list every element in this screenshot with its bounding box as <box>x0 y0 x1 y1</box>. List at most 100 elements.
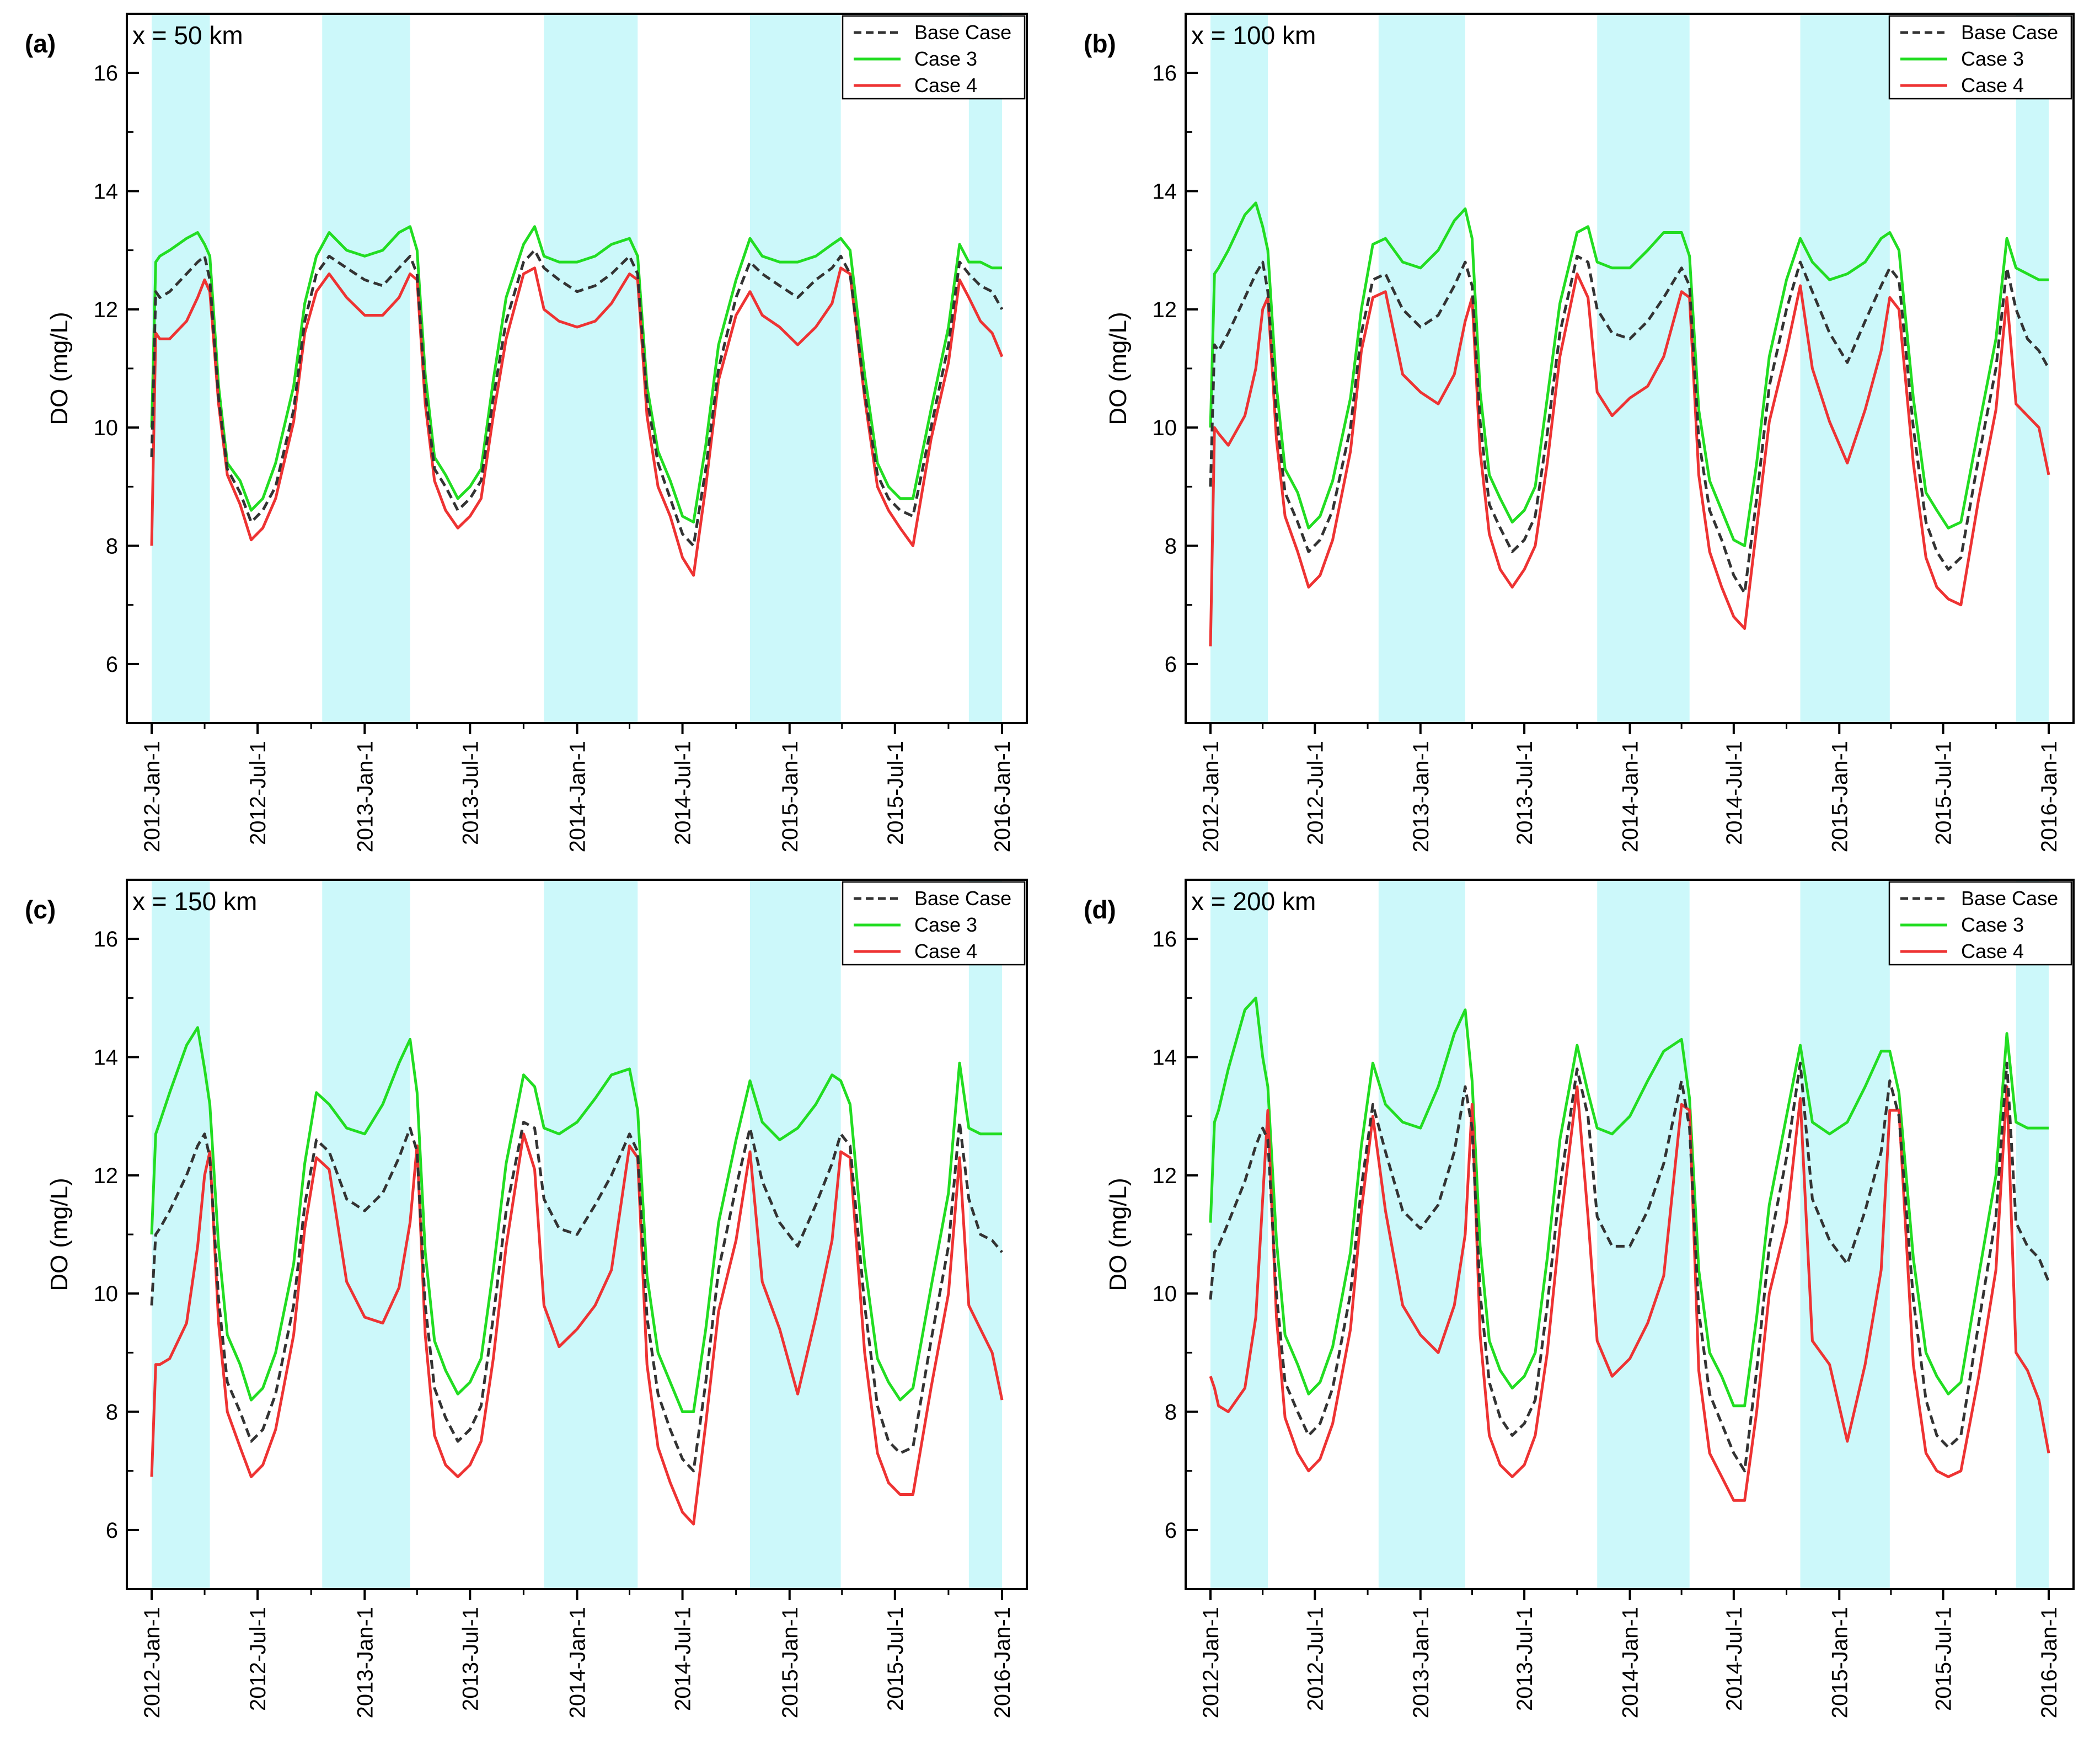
panel-letter: (c) <box>25 895 56 924</box>
legend-label: Case 3 <box>914 47 977 70</box>
series-line-case-3 <box>150 225 1002 524</box>
x-tick-label: 2015-Jul-1 <box>1932 1607 1956 1711</box>
legend-label: Base Case <box>1961 21 2058 44</box>
series-line-case-4 <box>1209 272 2050 646</box>
x-tick-label: 2014-Jul-1 <box>1722 1607 1747 1711</box>
legend-label: Base Case <box>914 887 1011 910</box>
location-label: x = 200 km <box>1191 887 1316 916</box>
panel-letter: (d) <box>1084 895 1116 924</box>
y-tick-label: 16 <box>1153 927 1177 951</box>
x-tick-label: 2012-Jul-1 <box>1303 1607 1327 1711</box>
panel-letter: (b) <box>1084 29 1116 58</box>
x-tick-label: 2013-Jan-1 <box>1409 741 1433 852</box>
x-tick-label: 2015-Jan-1 <box>778 741 802 852</box>
x-tick-label: 2015-Jan-1 <box>1828 1607 1852 1718</box>
x-tick-label: 2016-Jan-1 <box>2037 1607 2061 1718</box>
x-tick-label: 2014-Jan-1 <box>1619 741 1643 852</box>
x-tick-label: 2015-Jan-1 <box>1828 741 1852 852</box>
legend: Base Case Case 3 Case 4 <box>842 881 1026 966</box>
legend: Base Case Case 3 Case 4 <box>1888 881 2072 966</box>
x-tick-label: 2013-Jan-1 <box>353 741 377 852</box>
shaded-period <box>152 14 210 723</box>
panel-letter: (a) <box>25 29 56 58</box>
x-tick-label: 2015-Jul-1 <box>1932 741 1956 845</box>
location-label: x = 100 km <box>1191 21 1316 50</box>
shaded-period <box>1210 880 1268 1589</box>
series-line-case-3 <box>150 1026 1002 1413</box>
shaded-period <box>544 880 638 1589</box>
y-axis-title: DO (mg/L) <box>1105 312 1132 425</box>
series-line-base-case <box>150 1120 1003 1473</box>
x-tick-label: 2012-Jul-1 <box>246 741 270 845</box>
shaded-period <box>968 880 1002 1589</box>
x-tick-label: 2012-Jan-1 <box>1199 741 1223 852</box>
y-tick-label: 16 <box>94 61 119 85</box>
y-tick-label: 14 <box>94 1046 119 1070</box>
shaded-period <box>749 880 841 1589</box>
shaded-period <box>1378 880 1465 1589</box>
legend-label: Base Case <box>914 21 1011 44</box>
series-line-case-4 <box>1209 1085 2050 1502</box>
series-line-case-4 <box>150 1132 1004 1526</box>
x-tick-label: 2012-Jul-1 <box>246 1607 270 1711</box>
x-tick-label: 2013-Jul-1 <box>458 741 483 845</box>
x-tick-label: 2014-Jan-1 <box>566 1607 590 1718</box>
x-tick-label: 2016-Jan-1 <box>990 741 1015 852</box>
shaded-period <box>749 14 841 723</box>
location-label: x = 50 km <box>132 21 243 50</box>
y-axis-title: DO (mg/L) <box>1105 1178 1132 1291</box>
series-line-base-case <box>150 249 1004 547</box>
legend-label: Case 3 <box>1961 47 2024 70</box>
legend-label: Case 4 <box>1961 74 2024 97</box>
shaded-period <box>322 14 410 723</box>
legend-label: Case 3 <box>1961 913 2024 936</box>
y-tick-label: 14 <box>1153 180 1177 204</box>
x-tick-label: 2014-Jul-1 <box>1722 741 1747 845</box>
shaded-period <box>2016 14 2049 723</box>
y-tick-label: 14 <box>1153 1046 1177 1070</box>
y-tick-label: 6 <box>1165 1519 1177 1543</box>
y-tick-label: 14 <box>94 180 119 204</box>
x-tick-label: 2012-Jan-1 <box>1199 1607 1223 1718</box>
y-axis-title: DO (mg/L) <box>46 312 73 425</box>
y-tick-label: 10 <box>94 1282 119 1306</box>
panel-3: 6 8 10 12 14 16 2012-Jan-1 2012-Jul-1 2013-Jan-1… <box>25 879 1028 1718</box>
panel-1: 6 8 10 12 14 16 2012-Jan-1 2012-Jul-1 2013-Jan-1… <box>25 13 1028 852</box>
y-tick-label: 12 <box>94 298 119 322</box>
legend-label: Case 4 <box>1961 940 2024 963</box>
x-tick-label: 2013-Jul-1 <box>1513 1607 1537 1711</box>
legend-label: Case 4 <box>914 940 977 963</box>
y-tick-label: 8 <box>106 1400 118 1425</box>
x-tick-label: 2015-Jul-1 <box>883 1607 908 1711</box>
shaded-period <box>1597 880 1690 1589</box>
x-tick-label: 2013-Jul-1 <box>458 1607 483 1711</box>
shaded-period <box>322 880 410 1589</box>
y-tick-label: 10 <box>94 416 119 440</box>
series-line-base-case <box>1209 1061 2050 1473</box>
legend-label: Case 3 <box>914 913 977 936</box>
x-tick-label: 2014-Jan-1 <box>566 741 590 852</box>
y-axis-title: DO (mg/L) <box>46 1178 73 1291</box>
legend-label: Case 4 <box>914 74 977 97</box>
x-tick-label: 2014-Jul-1 <box>671 741 695 845</box>
x-tick-label: 2013-Jan-1 <box>1409 1607 1433 1718</box>
legend: Base Case Case 3 Case 4 <box>842 15 1026 100</box>
x-tick-label: 2012-Jan-1 <box>140 1607 164 1718</box>
shaded-period <box>544 14 638 723</box>
x-tick-label: 2015-Jan-1 <box>778 1607 802 1718</box>
shaded-period <box>152 880 210 1589</box>
location-label: x = 150 km <box>132 887 257 916</box>
panel-2: 6 8 10 12 14 16 2012-Jan-1 2012-Jul-1 2013-Jan-1… <box>1084 13 2075 852</box>
y-tick-label: 8 <box>1165 534 1177 559</box>
y-tick-label: 6 <box>106 653 118 677</box>
x-tick-label: 2014-Jul-1 <box>671 1607 695 1711</box>
y-tick-label: 12 <box>94 1164 119 1188</box>
y-tick-label: 10 <box>1153 416 1177 440</box>
y-tick-label: 12 <box>1153 298 1177 322</box>
legend: Base Case Case 3 Case 4 <box>1888 15 2072 100</box>
x-tick-label: 2015-Jul-1 <box>883 741 908 845</box>
series-line-case-3 <box>1209 996 2049 1408</box>
x-tick-label: 2014-Jan-1 <box>1619 1607 1643 1718</box>
x-tick-label: 2016-Jan-1 <box>990 1607 1015 1718</box>
